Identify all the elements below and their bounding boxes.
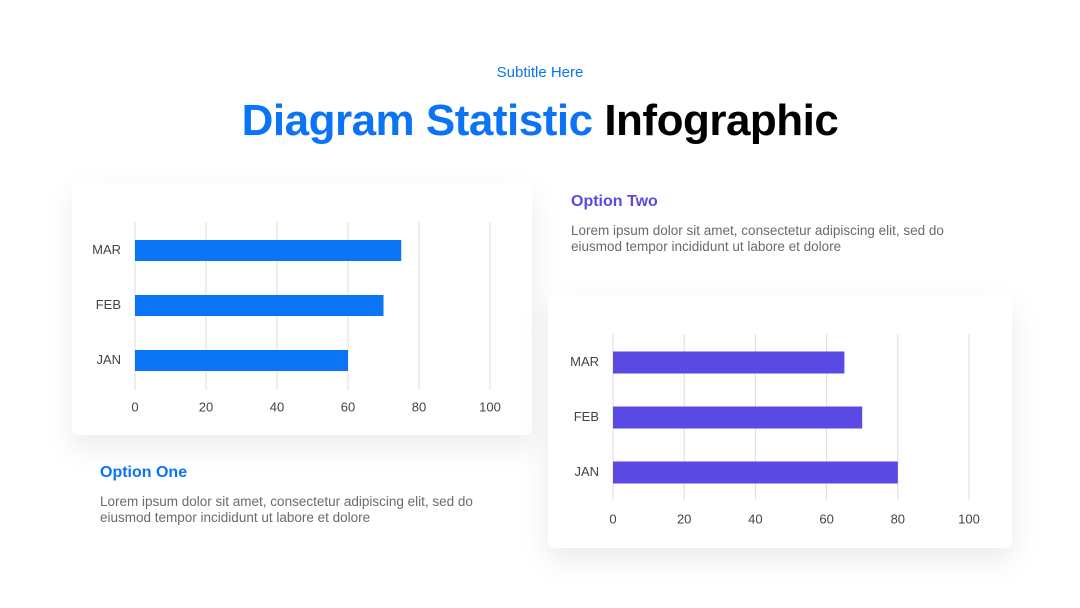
option-description: Lorem ipsum dolor sit amet, consectetur … xyxy=(571,223,944,254)
bar xyxy=(613,351,845,374)
title-rest: Infographic xyxy=(604,96,839,145)
x-tick-label: 60 xyxy=(341,399,355,414)
bar xyxy=(613,461,898,484)
option-description: Lorem ipsum dolor sit amet, consectetur … xyxy=(100,494,473,525)
x-tick-label: 80 xyxy=(891,511,905,526)
x-tick-label: 0 xyxy=(131,399,138,414)
y-tick-label: MAR xyxy=(92,242,121,257)
subtitle: Subtitle Here xyxy=(496,64,584,81)
bar xyxy=(135,350,348,371)
x-tick-label: 40 xyxy=(748,511,762,526)
y-tick-label: MAR xyxy=(570,354,599,369)
x-tick-label: 0 xyxy=(609,511,616,526)
x-tick-label: 80 xyxy=(412,399,426,414)
option-title: Option Two xyxy=(571,193,658,210)
x-tick-label: 100 xyxy=(479,399,501,414)
y-tick-label: FEB xyxy=(574,409,599,424)
option-title: Option One xyxy=(100,464,188,481)
y-tick-label: JAN xyxy=(574,464,599,479)
x-tick-label: 60 xyxy=(819,511,833,526)
y-tick-label: FEB xyxy=(96,297,121,312)
bar xyxy=(135,295,384,316)
x-tick-label: 100 xyxy=(958,511,980,526)
bar xyxy=(613,406,863,429)
x-tick-label: 40 xyxy=(270,399,284,414)
y-tick-label: JAN xyxy=(96,352,121,367)
x-tick-label: 20 xyxy=(199,399,213,414)
title-accent: Diagram Statistic xyxy=(241,96,593,145)
x-tick-label: 20 xyxy=(677,511,691,526)
title: Diagram Statistic Infographic xyxy=(0,96,1080,146)
bar xyxy=(135,240,402,261)
